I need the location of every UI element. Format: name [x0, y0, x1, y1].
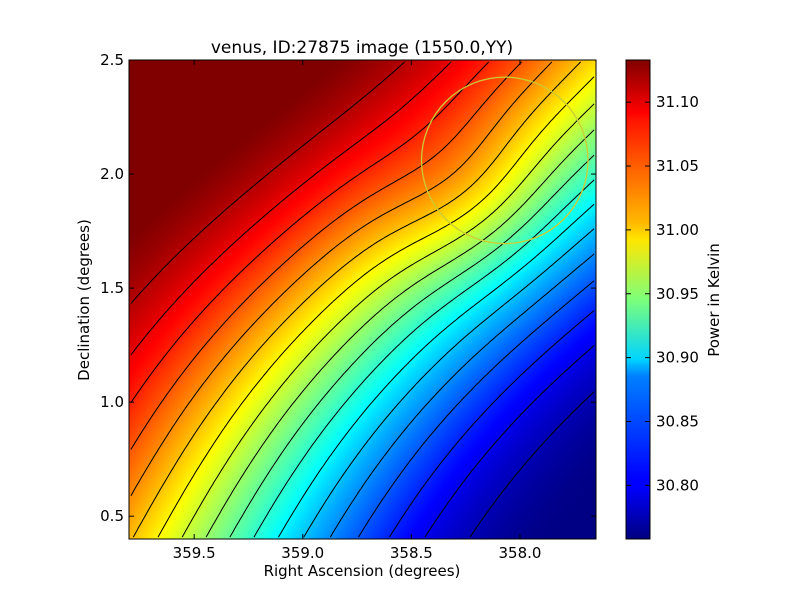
x-tick-label: 359.0 [281, 544, 324, 562]
contour-line-15 [130, 61, 522, 450]
colorbar-tick-label: 30.80 [656, 476, 699, 494]
contour-line-17 [130, 61, 452, 356]
x-tick-label: 358.0 [499, 544, 542, 562]
contour-line-9 [229, 154, 595, 538]
colorbar-label: Power in Kelvin [705, 243, 723, 357]
contour-line-4 [358, 280, 595, 538]
contour-line-16 [130, 61, 490, 403]
contour-line-11 [181, 103, 595, 538]
plot-frame [128, 59, 597, 540]
contour-line-1 [469, 391, 595, 538]
contour-line-14 [130, 61, 553, 496]
y-tick-label: 1.0 [100, 393, 124, 411]
colorbar-ticks: 30.80 30.85 30.90 30.95 31.00 31.05 31.10 [626, 93, 699, 494]
colorbar [625, 59, 651, 540]
contour-line-18 [130, 61, 405, 304]
heatmap-image [129, 60, 596, 539]
contour-line-5 [329, 253, 595, 538]
x-axis-label: Right Ascension (degrees) [264, 562, 461, 580]
y-tick-label: 2.5 [100, 51, 124, 69]
y-tick-label: 2.0 [100, 165, 124, 183]
y-axis-ticks: 0.5 1.0 1.5 2.0 2.5 [100, 51, 596, 525]
contour-line-7 [278, 203, 595, 538]
contour-lines [130, 61, 595, 538]
y-tick-label: 0.5 [100, 507, 124, 525]
contour-line-13 [132, 61, 581, 538]
x-tick-label: 358.5 [390, 544, 433, 562]
y-tick-label: 1.5 [100, 279, 124, 297]
contour-line-10 [205, 129, 595, 538]
contour-line-12 [157, 76, 595, 538]
contour-line-2 [424, 345, 595, 538]
contour-line-3 [389, 310, 595, 538]
colorbar-tick-label: 31.10 [656, 93, 699, 111]
x-axis-ticks: 359.5 359.0 358.5 358.0 [173, 60, 542, 562]
colorbar-tick-label: 30.90 [656, 349, 699, 367]
x-tick-label: 359.5 [173, 544, 216, 562]
colorbar-tick-label: 30.95 [656, 285, 699, 303]
colorbar-tick-label: 31.05 [656, 157, 699, 175]
colorbar-tick-label: 30.85 [656, 412, 699, 430]
contour-line-6 [303, 228, 595, 538]
contour-line-8 [253, 179, 595, 538]
y-axis-label: Declination (degrees) [75, 219, 93, 381]
colorbar-tick-label: 31.00 [656, 221, 699, 239]
circle-marker [420, 76, 589, 245]
chart-title: venus, ID:27875 image (1550.0,YY) [211, 38, 513, 58]
